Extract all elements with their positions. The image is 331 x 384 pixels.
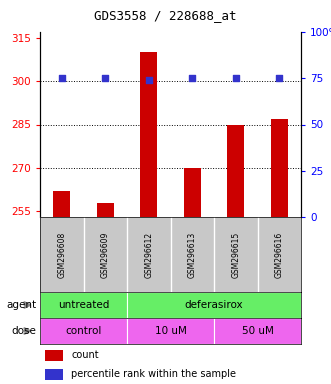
Point [233, 75, 238, 81]
Bar [270, 119, 288, 217]
Text: 10 uM: 10 uM [155, 326, 186, 336]
Point [190, 75, 195, 81]
Point [103, 75, 108, 81]
Text: 50 uM: 50 uM [242, 326, 273, 336]
Text: GSM296609: GSM296609 [101, 231, 110, 278]
Text: GSM296613: GSM296613 [188, 232, 197, 278]
Point [59, 75, 65, 81]
Text: count: count [71, 350, 99, 360]
Text: GSM296615: GSM296615 [231, 232, 240, 278]
Bar [127, 292, 301, 318]
Text: GSM296616: GSM296616 [275, 232, 284, 278]
Text: percentile rank within the sample: percentile rank within the sample [71, 369, 236, 379]
Bar [97, 202, 114, 217]
Text: deferasirox: deferasirox [185, 300, 243, 310]
Text: dose: dose [12, 326, 37, 336]
Text: GSM296608: GSM296608 [57, 232, 66, 278]
Bar [214, 318, 301, 344]
Bar [40, 292, 127, 318]
Bar [45, 349, 64, 361]
Bar [45, 369, 64, 380]
Bar [127, 318, 214, 344]
Point [277, 75, 282, 81]
Text: untreated: untreated [58, 300, 109, 310]
Text: GDS3558 / 228688_at: GDS3558 / 228688_at [94, 10, 237, 23]
Text: agent: agent [7, 300, 37, 310]
Point [146, 77, 151, 83]
Bar [140, 52, 158, 217]
Text: control: control [65, 326, 102, 336]
Bar [184, 168, 201, 217]
Bar [40, 318, 127, 344]
Bar [53, 191, 71, 217]
Bar [227, 124, 245, 217]
Text: GSM296612: GSM296612 [144, 232, 153, 278]
